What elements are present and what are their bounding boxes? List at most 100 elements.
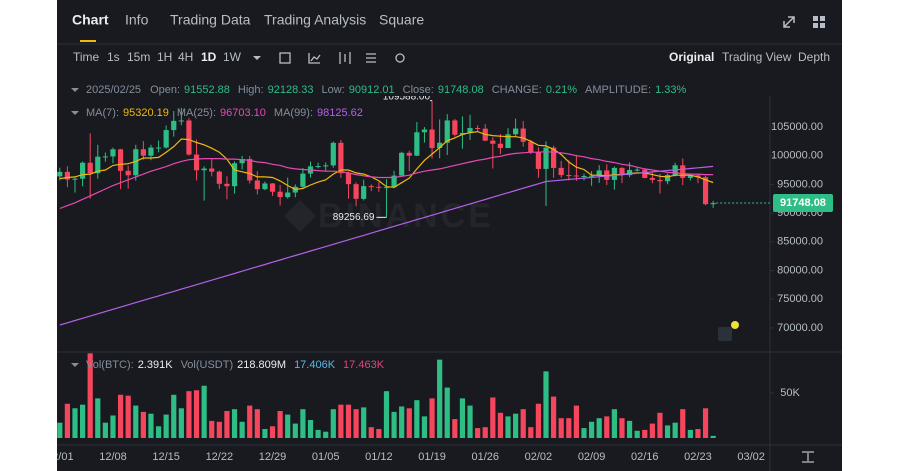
collapse-ohlc[interactable] [71, 88, 79, 92]
candle-body [475, 128, 481, 130]
price-tick-label: 85000.00 [777, 236, 823, 248]
candle-body [125, 170, 131, 176]
candle-body [201, 168, 207, 171]
calendar-icon[interactable] [279, 52, 291, 64]
tab[interactable]: Trading Data [170, 12, 251, 28]
tab[interactable]: Info [125, 12, 149, 28]
volume-bar [277, 410, 283, 438]
collapse-ma[interactable] [71, 111, 79, 115]
candle-body [95, 156, 101, 174]
candle-body [79, 162, 86, 179]
volume-bar [414, 400, 420, 438]
tab[interactable]: Square [379, 12, 424, 28]
time-tick-label: 01/05 [312, 451, 340, 463]
volume-bar [254, 409, 260, 438]
volume-bar [338, 404, 344, 438]
candle-body [102, 156, 108, 158]
scale-icon[interactable] [802, 451, 814, 463]
volume-bar [315, 429, 321, 438]
ohlc-label: CHANGE: [492, 84, 542, 96]
candle-body [193, 154, 200, 171]
volume-bar [239, 421, 245, 438]
template-icon[interactable] [366, 53, 376, 63]
candle-body [315, 166, 321, 168]
volume-bar [596, 418, 602, 438]
volume-label: Vol(BTC): [86, 359, 134, 371]
indicator-icon[interactable] [308, 53, 321, 64]
indicator-badge[interactable] [718, 321, 739, 341]
watermark: BINANCE [318, 197, 494, 235]
candle-body [186, 120, 192, 155]
candle-body [543, 147, 549, 169]
candle-body [269, 183, 276, 192]
volume-bar [604, 416, 610, 438]
volume-bar [573, 405, 579, 438]
interval[interactable]: 1s [107, 50, 120, 64]
volume-bar [520, 409, 526, 438]
candle-type-icon[interactable] [339, 52, 351, 64]
candle-body [155, 147, 162, 149]
candle-body [163, 130, 169, 148]
candle-body [452, 120, 458, 135]
plot-area: BINANCE 12/01 12/08 12/15 12/22 12/29 01/05 01/… [57, 91, 765, 463]
candle-body [414, 132, 420, 156]
candle-body [588, 175, 595, 177]
volume-bar [588, 421, 595, 438]
view-option[interactable]: Trading View [722, 50, 792, 64]
volume-bar [163, 414, 169, 438]
candle-body [148, 147, 154, 156]
volume-ma-value: 17.463K [343, 359, 385, 371]
candle-body [695, 175, 701, 178]
candle-body [558, 167, 564, 176]
volume-bar [497, 412, 504, 438]
volume-bar [87, 353, 93, 438]
volume-bar [444, 387, 450, 438]
volume-bar [224, 410, 230, 438]
candle-body [285, 192, 291, 198]
ohlc-date: 2025/02/25 [86, 84, 141, 96]
volume-bar [406, 408, 412, 438]
tab[interactable]: Chart [72, 12, 109, 28]
candle-body [87, 162, 93, 174]
candle-body [368, 186, 374, 188]
candle-body [520, 128, 526, 142]
volume-ma-value: 17.406K [294, 359, 336, 371]
volume-bar [323, 431, 329, 438]
ohlc-value: 91552.88 [184, 84, 230, 96]
interval-dropdown[interactable] [253, 56, 261, 60]
volume-bar [368, 427, 374, 438]
ohlc-label: High: [238, 84, 264, 96]
volume-bar [710, 435, 716, 438]
volume-bar [300, 409, 306, 438]
volume-bar [186, 391, 192, 438]
interval[interactable]: 1H [157, 50, 172, 64]
volume-bar [558, 418, 564, 438]
candle-body [391, 175, 397, 188]
candle-body [72, 178, 78, 180]
last-price-badge [773, 194, 833, 213]
expand-icon[interactable] [783, 16, 795, 28]
volume-bar [262, 428, 268, 438]
candle-body [110, 149, 116, 157]
settings-icon[interactable] [395, 53, 405, 63]
volume-bar [611, 409, 617, 438]
view-option[interactable]: Original [669, 50, 714, 64]
volume-bar [680, 409, 686, 438]
extreme-label: 109588.00 [383, 91, 431, 102]
view-option[interactable]: Depth [798, 50, 830, 64]
candle-body [353, 184, 359, 199]
candle-body [330, 142, 336, 166]
interval[interactable]: 15m [127, 50, 150, 64]
ma-line [59, 165, 714, 326]
candle-body [611, 167, 617, 180]
layout-icon[interactable] [813, 16, 825, 28]
interval[interactable]: 4H [178, 50, 193, 64]
collapse-volume[interactable] [71, 363, 79, 367]
interval[interactable]: 1D [201, 50, 217, 64]
interval[interactable]: 1W [223, 50, 242, 64]
tab[interactable]: Trading Analysis [264, 12, 366, 28]
ma-legend-name: MA(7): [86, 107, 119, 119]
volume-bar [231, 409, 238, 438]
volume-bar [664, 425, 671, 438]
volume-bar [125, 395, 131, 438]
